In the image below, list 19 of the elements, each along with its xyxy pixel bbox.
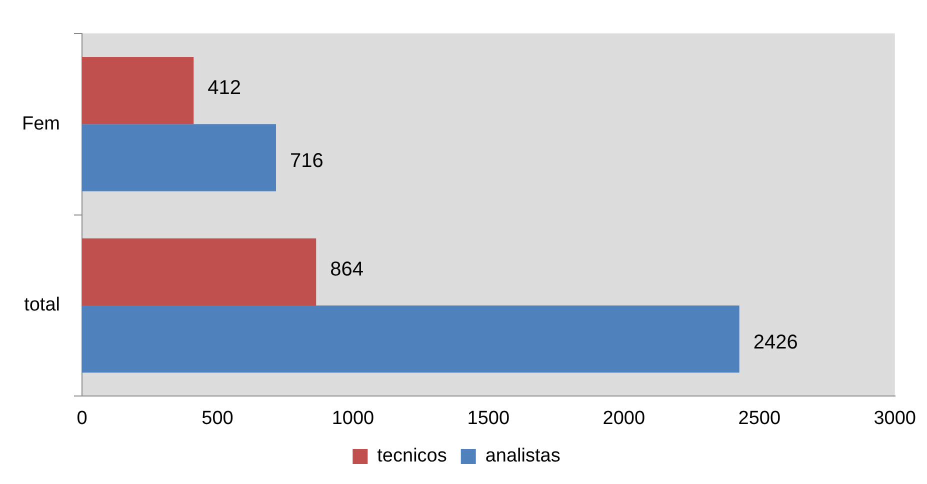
data-label: 716 (290, 150, 324, 172)
x-tick-label: 500 (202, 408, 234, 429)
x-tick-label: 2500 (738, 408, 781, 429)
x-tick-label: 1500 (467, 408, 510, 429)
bar (82, 306, 740, 373)
bar (82, 124, 276, 192)
x-tick-label: 1000 (332, 408, 374, 429)
x-tick-label: 2000 (602, 408, 646, 429)
y-tick-label: Fem (22, 113, 60, 134)
bar (82, 238, 316, 306)
data-label: 2426 (753, 332, 798, 354)
bar (82, 56, 194, 124)
data-label: 864 (330, 258, 364, 280)
x-tick-label: 3000 (874, 408, 916, 429)
x-tick-label: 0 (76, 408, 88, 429)
legend-label: tecnicos (377, 446, 447, 467)
y-tick-label: total (24, 294, 60, 316)
data-label: 412 (208, 77, 242, 100)
legend-label: analistas (485, 446, 560, 467)
